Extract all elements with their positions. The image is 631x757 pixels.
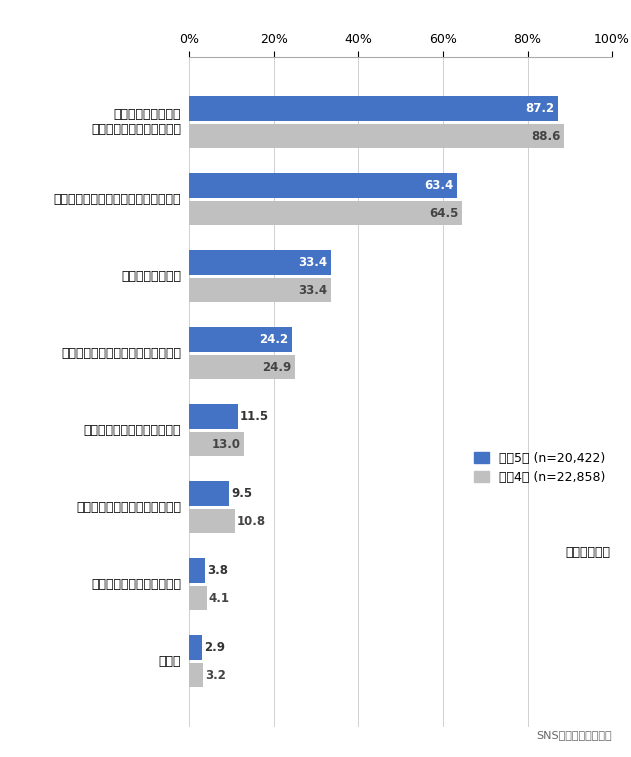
Text: 88.6: 88.6 xyxy=(531,129,560,142)
Text: 9.5: 9.5 xyxy=(232,487,252,500)
Bar xyxy=(189,663,203,687)
Bar xyxy=(189,123,564,148)
Text: （複数回答）: （複数回答） xyxy=(565,546,610,559)
Text: 3.8: 3.8 xyxy=(208,564,228,577)
Bar xyxy=(189,586,206,610)
Text: 10.8: 10.8 xyxy=(237,515,266,528)
Text: 63.4: 63.4 xyxy=(425,179,454,192)
Bar xyxy=(189,481,230,506)
Text: 24.2: 24.2 xyxy=(259,333,288,346)
Bar xyxy=(189,327,292,352)
Text: 13.0: 13.0 xyxy=(212,438,241,450)
Bar xyxy=(189,431,244,456)
Bar xyxy=(189,509,235,534)
Text: SNSの利用目的: SNSの利用目的 xyxy=(264,11,367,30)
Legend: 令和5年 (n=20,422), 令和4年 (n=22,858): 令和5年 (n=20,422), 令和4年 (n=22,858) xyxy=(475,452,606,484)
Text: 87.2: 87.2 xyxy=(526,102,555,115)
Text: 64.5: 64.5 xyxy=(429,207,459,220)
Text: 4.1: 4.1 xyxy=(209,592,230,605)
Bar xyxy=(189,635,201,659)
Bar xyxy=(189,355,295,379)
Bar xyxy=(189,96,558,120)
Text: SNS利用者からの回答: SNS利用者からの回答 xyxy=(536,730,612,740)
Bar xyxy=(189,558,205,583)
Text: 11.5: 11.5 xyxy=(240,410,269,423)
Bar xyxy=(189,173,457,198)
Bar xyxy=(189,278,331,302)
Bar xyxy=(189,201,462,226)
Text: 33.4: 33.4 xyxy=(298,256,327,269)
Text: 3.2: 3.2 xyxy=(205,668,226,681)
Bar xyxy=(189,250,331,275)
Text: 33.4: 33.4 xyxy=(298,284,327,297)
Text: 2.9: 2.9 xyxy=(204,641,225,654)
Text: 24.9: 24.9 xyxy=(262,360,291,374)
Bar xyxy=(189,404,238,428)
